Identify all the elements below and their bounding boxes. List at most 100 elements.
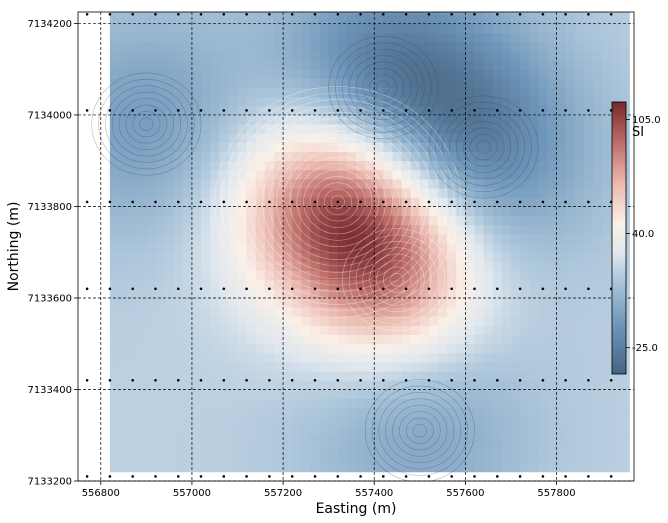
heat-cell	[128, 124, 138, 134]
heat-cell	[155, 233, 165, 244]
heat-cell	[292, 179, 302, 189]
heat-cell	[337, 60, 348, 70]
heat-cell	[456, 124, 466, 134]
heat-cell	[246, 23, 257, 33]
heat-cell	[301, 444, 311, 454]
heat-cell	[374, 307, 384, 317]
heat-cell	[310, 362, 320, 372]
heat-cell	[146, 426, 156, 436]
heat-cell	[483, 362, 494, 372]
heat-cell	[510, 243, 521, 253]
heat-cell	[201, 142, 211, 152]
heat-cell	[501, 307, 512, 317]
heat-cell	[565, 270, 576, 281]
station-point	[427, 13, 431, 16]
heat-cell	[356, 233, 366, 244]
heat-cell	[356, 362, 366, 372]
heat-cell	[456, 352, 466, 363]
heat-cell	[419, 343, 430, 354]
heat-cell	[210, 426, 220, 436]
x-tick-label: 557600	[446, 488, 484, 499]
heat-cell	[273, 78, 284, 88]
heat-cell	[501, 160, 512, 171]
heat-cell	[201, 288, 211, 299]
heat-cell	[328, 206, 339, 217]
heat-cell	[264, 252, 275, 262]
heat-cell	[128, 87, 138, 98]
heat-cell	[328, 114, 339, 125]
heat-cell	[146, 124, 156, 134]
heat-cell	[483, 288, 494, 299]
heat-cell	[109, 462, 120, 473]
heat-cell	[337, 23, 348, 33]
heat-cell	[283, 325, 293, 335]
heat-cell	[273, 398, 284, 409]
heat-cell	[310, 87, 320, 98]
heat-cell	[119, 252, 129, 262]
heat-cell	[128, 206, 138, 217]
heat-cell	[492, 215, 503, 226]
heat-cell	[592, 87, 603, 98]
heat-cell	[346, 179, 357, 189]
heat-cell	[574, 407, 585, 418]
heat-cell	[255, 261, 266, 271]
heat-cell	[520, 114, 530, 125]
heat-cell	[301, 41, 311, 52]
station-point	[382, 287, 385, 291]
heat-cell	[164, 362, 175, 372]
heat-cell	[173, 87, 184, 98]
heat-cell	[264, 179, 275, 189]
heat-cell	[556, 151, 567, 162]
heat-cell	[246, 362, 257, 372]
heat-cell	[374, 252, 384, 262]
heat-cell	[137, 179, 147, 189]
heat-cell	[219, 78, 229, 88]
heat-cell	[219, 50, 229, 61]
heat-cell	[556, 179, 567, 189]
heat-cell	[182, 224, 193, 235]
heat-cell	[155, 114, 165, 125]
heat-cell	[328, 160, 339, 171]
heat-cell	[319, 325, 330, 335]
heat-cell	[438, 188, 448, 198]
heat-cell	[228, 179, 238, 189]
heat-cell	[201, 307, 211, 317]
heat-cell	[255, 398, 266, 409]
heat-cell	[611, 78, 621, 88]
heat-cell	[310, 297, 320, 308]
heat-cell	[301, 124, 311, 134]
station-point	[85, 13, 89, 16]
heat-cell	[310, 188, 320, 198]
heat-cell	[191, 41, 202, 52]
heat-cell	[264, 297, 275, 308]
heat-cell	[447, 380, 457, 390]
heat-cell	[210, 224, 220, 235]
heat-cell	[438, 380, 448, 390]
heat-cell	[283, 444, 293, 454]
heat-cell	[337, 371, 348, 381]
heat-cell	[583, 224, 594, 235]
heat-cell	[447, 32, 457, 43]
heat-cell	[501, 252, 512, 262]
heat-cell	[191, 343, 202, 354]
y-tick-label: 7134000	[27, 110, 72, 121]
station-point	[268, 379, 271, 382]
heat-cell	[510, 316, 521, 326]
station-point	[450, 287, 454, 291]
heat-cell	[310, 398, 320, 409]
station-point	[564, 13, 567, 16]
heat-cell	[583, 261, 594, 271]
heat-cell	[465, 453, 475, 464]
heat-cell	[447, 270, 457, 281]
heat-cell	[128, 41, 138, 52]
heat-cell	[611, 453, 621, 464]
heat-cell	[191, 243, 202, 253]
heat-cell	[520, 142, 530, 152]
heat-cell	[273, 224, 284, 235]
heat-cell	[383, 69, 393, 79]
heat-cell	[383, 243, 393, 253]
station-point	[427, 109, 431, 112]
heat-cell	[337, 224, 348, 235]
heat-cell	[410, 416, 421, 427]
